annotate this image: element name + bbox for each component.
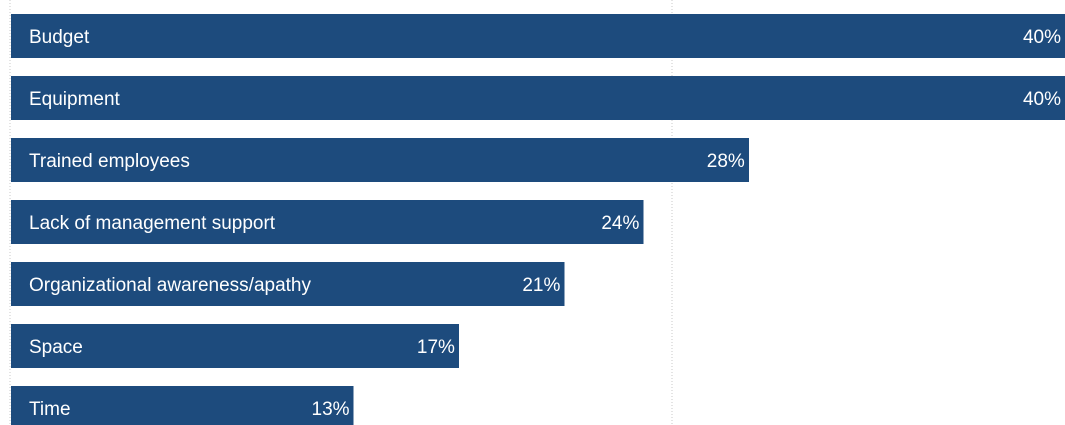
value-label-equipment: 40%: [1023, 89, 1061, 110]
bar-time: [11, 386, 354, 425]
bar-trained-employees: [11, 138, 749, 182]
value-label-time: 13%: [312, 399, 350, 420]
value-label-trained-employees: 28%: [707, 151, 745, 172]
bars: Budget 40% Equipment 40% Trained employees 28…: [11, 14, 1065, 425]
value-label-organizational-awareness-apathy: 21%: [522, 275, 560, 296]
category-label-equipment: Equipment: [29, 89, 121, 110]
category-label-organizational-awareness-apathy: Organizational awareness/apathy: [29, 275, 312, 296]
bar-equipment: [11, 76, 1065, 120]
bar-space: [11, 324, 459, 368]
bar-budget: [11, 14, 1065, 58]
category-label-space: Space: [29, 337, 83, 358]
category-label-trained-employees: Trained employees: [29, 151, 190, 172]
gridlines: [9, 0, 673, 425]
bar-lack-of-management-support: [11, 200, 644, 244]
category-label-time: Time: [29, 399, 71, 420]
category-label-lack-of-management-support: Lack of management support: [29, 213, 276, 234]
value-label-budget: 40%: [1023, 27, 1061, 48]
value-label-space: 17%: [417, 337, 455, 358]
category-label-budget: Budget: [29, 27, 90, 48]
bar-organizational-awareness-apathy: [11, 262, 565, 306]
value-label-lack-of-management-support: 24%: [601, 213, 639, 234]
